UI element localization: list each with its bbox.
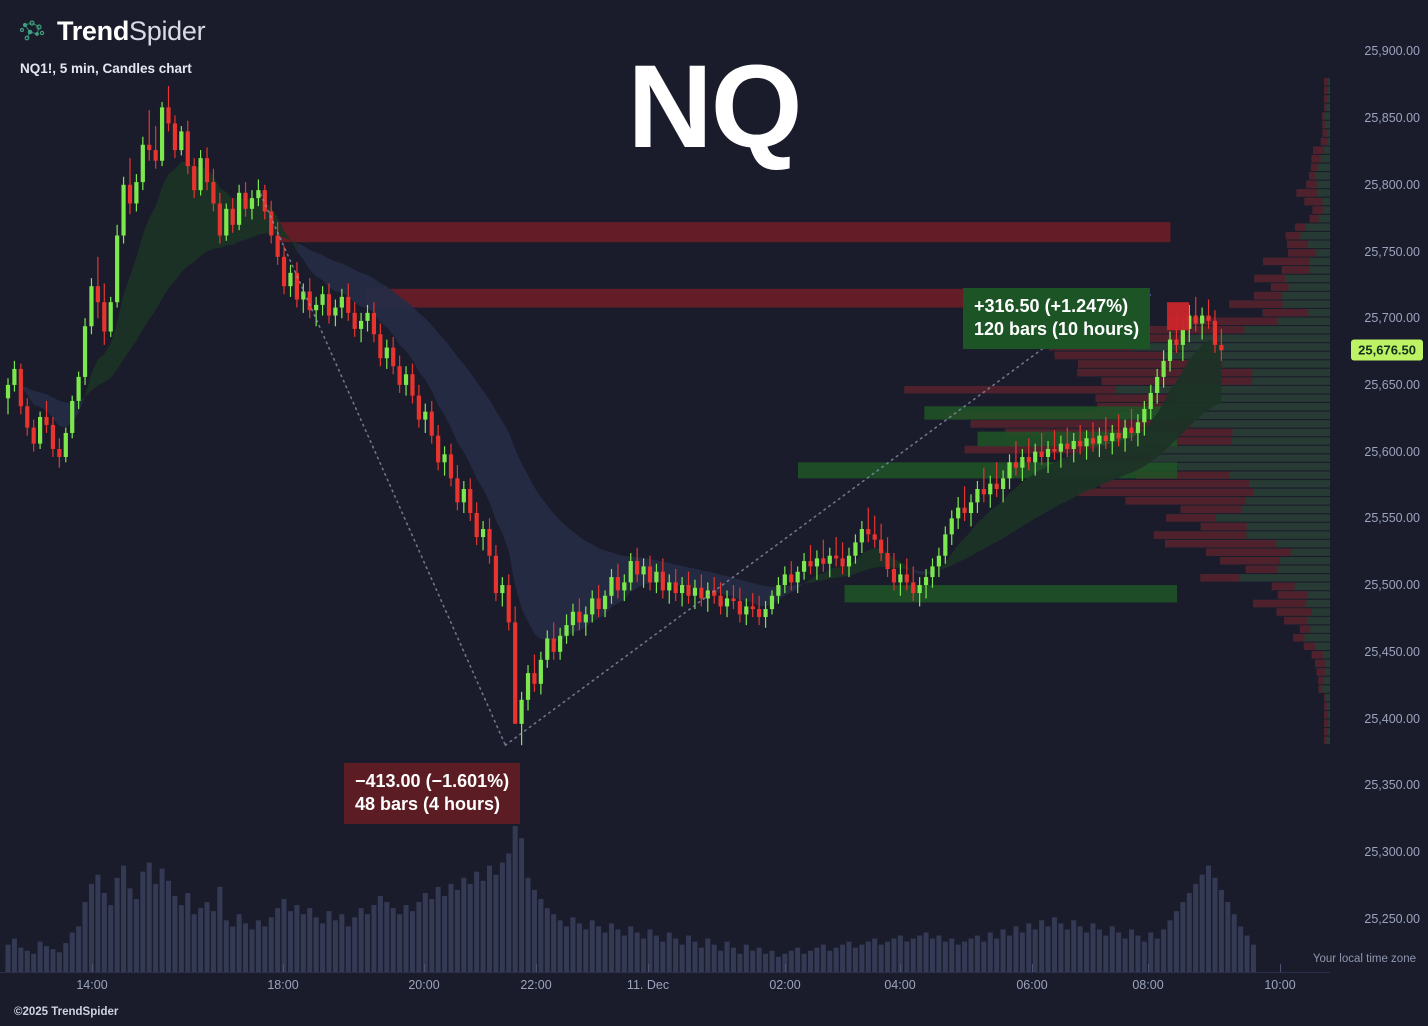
loss-annotation-line1: −413.00 (−1.601%) xyxy=(355,771,510,791)
price-tick-label: 25,300.00 xyxy=(1364,844,1420,859)
time-tick-label: 02:00 xyxy=(769,978,801,992)
time-tick-label: 18:00 xyxy=(267,978,299,992)
price-tick-label: 25,500.00 xyxy=(1364,578,1420,593)
time-tick-mark xyxy=(1032,964,1033,972)
ma-cloud-bearish xyxy=(797,582,805,589)
measurement-line-down-leg xyxy=(259,193,507,746)
time-tick-label: 14:00 xyxy=(76,978,108,992)
time-tick-label: 10:00 xyxy=(1264,978,1296,992)
gain-annotation-line2: 120 bars (10 hours) xyxy=(974,319,1140,340)
volume-histogram xyxy=(5,826,1256,972)
ma-cloud-bullish xyxy=(938,340,1222,571)
network-dots-icon xyxy=(18,16,48,46)
time-tick-label: 04:00 xyxy=(884,978,916,992)
brand-name: TrendSpider xyxy=(57,15,206,46)
time-tick-label: 08:00 xyxy=(1132,978,1164,992)
candlestick-series xyxy=(5,86,1224,746)
axis-baseline xyxy=(0,972,1330,973)
time-tick-mark xyxy=(424,964,425,972)
current-price-badge[interactable]: 25,676.50 xyxy=(1351,339,1423,361)
time-tick-label: 20:00 xyxy=(408,978,440,992)
price-tick-label: 25,250.00 xyxy=(1364,911,1420,926)
measurement-line-up-leg xyxy=(504,317,1085,746)
price-axis[interactable]: 25,900.00 25,850.00 25,800.00 25,750.00 25,7… xyxy=(1330,0,1428,972)
price-tick-label: 25,350.00 xyxy=(1364,778,1420,793)
time-tick-mark xyxy=(1280,964,1281,972)
copyright-label: ©2025 TrendSpider xyxy=(14,1006,119,1018)
gain-annotation-line1: +316.50 (+1.247%) xyxy=(974,296,1129,316)
support-zone xyxy=(844,585,1178,603)
chart-subtitle: NQ1!, 5 min, Candles chart xyxy=(20,61,192,76)
loss-annotation-line2: 48 bars (4 hours) xyxy=(355,794,501,815)
price-tick-label: 25,700.00 xyxy=(1364,311,1420,326)
resistance-zone xyxy=(279,222,1171,243)
ma-cloud-bullish xyxy=(290,239,297,252)
price-tick-label: 25,650.00 xyxy=(1364,377,1420,392)
time-tick-label: 22:00 xyxy=(520,978,552,992)
price-tick-label: 25,900.00 xyxy=(1364,44,1420,59)
price-tick-label: 25,750.00 xyxy=(1364,244,1420,259)
price-tick-label: 25,400.00 xyxy=(1364,711,1420,726)
last-bar-highlight xyxy=(1167,302,1190,331)
time-tick-mark xyxy=(648,964,649,972)
support-zone xyxy=(924,406,1178,420)
price-tick-label: 25,600.00 xyxy=(1364,444,1420,459)
chart-plot-area[interactable] xyxy=(0,0,1330,972)
resistance-zone xyxy=(365,288,965,308)
brand-logo: TrendSpider xyxy=(18,15,206,46)
timezone-label: Your local time zone xyxy=(1312,953,1416,965)
time-tick-mark xyxy=(785,964,786,972)
ma-cloud-bearish xyxy=(20,385,79,428)
candlestick-canvas xyxy=(5,78,1330,972)
loss-measurement-annotation[interactable]: −413.00 (−1.601%) 48 bars (4 hours) xyxy=(344,763,521,825)
time-tick-mark xyxy=(536,964,537,972)
ma-cloud-bearish xyxy=(913,570,933,575)
price-tick-label: 25,450.00 xyxy=(1364,644,1420,659)
price-tick-label: 25,550.00 xyxy=(1364,511,1420,526)
price-tick-label: 25,800.00 xyxy=(1364,177,1420,192)
ma-cloud-bearish xyxy=(296,243,798,642)
time-tick-mark xyxy=(283,964,284,972)
time-tick-mark xyxy=(92,964,93,972)
ma-cloud-bullish xyxy=(906,566,914,572)
time-tick-mark xyxy=(1148,964,1149,972)
brand-name-bold: Trend xyxy=(57,15,130,46)
time-tick-mark xyxy=(900,964,901,972)
brand-name-thin: Spider xyxy=(129,15,206,46)
time-tick-label: 11. Dec xyxy=(626,978,670,992)
time-tick-label: 06:00 xyxy=(1016,978,1048,992)
price-tick-label: 25,850.00 xyxy=(1364,111,1420,126)
gain-measurement-annotation[interactable]: +316.50 (+1.247%) 120 bars (10 hours) xyxy=(963,288,1151,350)
time-axis[interactable]: Your local time zone ©2025 TrendSpider 1… xyxy=(0,953,1428,1026)
